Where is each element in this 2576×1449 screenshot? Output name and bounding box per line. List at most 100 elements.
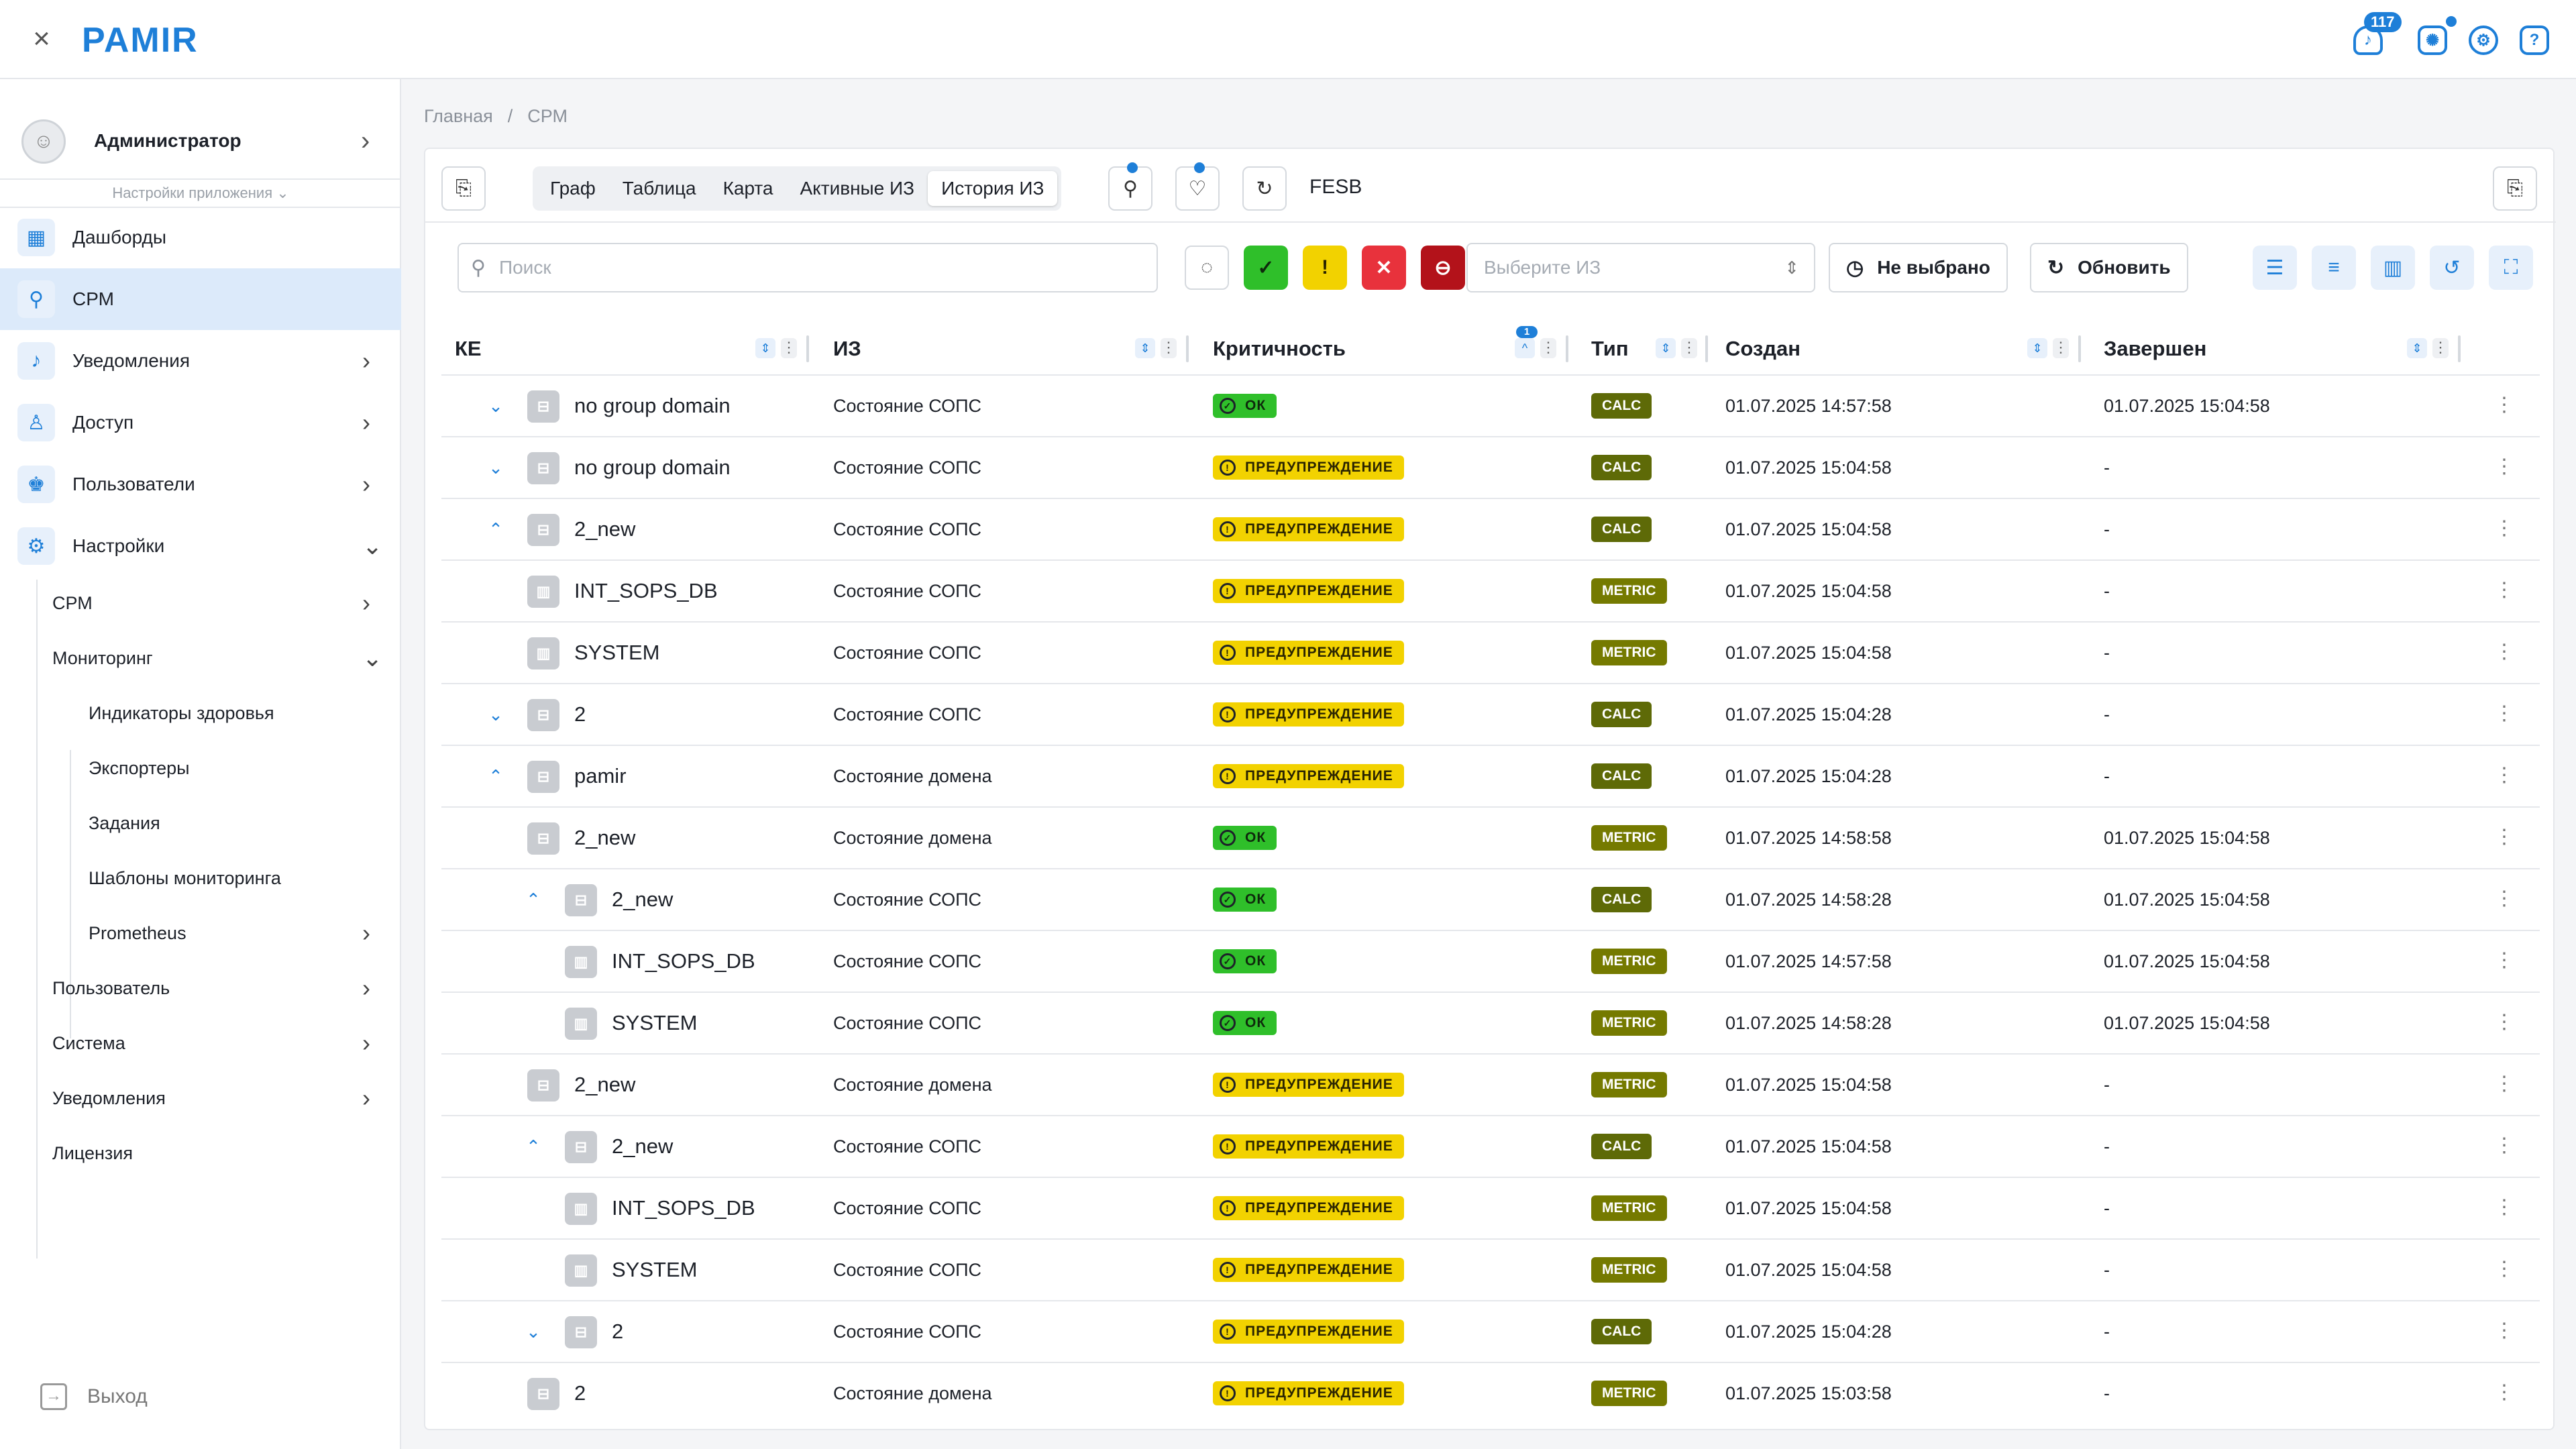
row-menu-icon[interactable]: ⋮ — [2494, 1134, 2514, 1157]
chevron-down-icon[interactable]: ⌄ — [526, 1322, 541, 1342]
filter-blocked-button[interactable]: ⊖ — [1421, 246, 1465, 290]
alarm-icon[interactable]: ✺ — [2418, 25, 2447, 55]
reset-button[interactable]: ↺ — [2430, 246, 2474, 290]
table-row[interactable]: ⌃ ⊟ 2_new Состояние СОПС! ПРЕДУПРЕЖДЕНИЕ CALC… — [441, 498, 2540, 559]
table-row[interactable]: ▥ INT_SOPS_DB Состояние СОПС! ПРЕДУПРЕЖДЕНИ… — [441, 559, 2540, 621]
table-row[interactable]: ⌃ ⊟ 2_new Состояние СОПС ✓ ОК CALC 01.07.2025 1… — [441, 868, 2540, 930]
chevron-up-icon[interactable]: ⌃ — [488, 766, 503, 786]
tab-map[interactable]: Карта — [722, 178, 773, 199]
filter-critical-button[interactable]: ✕ — [1362, 246, 1406, 290]
sidebar-item-users[interactable]: ♚ Пользователи › — [0, 453, 401, 515]
settings-sub-monitoring[interactable]: Мониторинг ⌄ — [52, 631, 401, 686]
fullscreen-button[interactable]: ⛶ — [2489, 246, 2533, 290]
settings-sub-license[interactable]: Лицензия — [52, 1126, 401, 1181]
filter-none-button[interactable]: ◌ — [1185, 246, 1229, 290]
row-menu-icon[interactable]: ⋮ — [2494, 455, 2514, 478]
column-menu-icon[interactable]: ⋮ — [1681, 338, 1697, 358]
column-header-ke[interactable]: КЕ — [455, 323, 482, 374]
column-resize-handle[interactable] — [1566, 335, 1568, 362]
settings-sub-user[interactable]: Пользователь › — [52, 961, 401, 1016]
search-input[interactable] — [498, 257, 1130, 278]
monitoring-tasks[interactable]: Задания — [89, 796, 401, 851]
columns-button[interactable]: ▥ — [2371, 246, 2415, 290]
logout-button[interactable]: → Выход — [40, 1383, 148, 1410]
chevron-up-icon[interactable]: ⌃ — [488, 519, 503, 539]
row-menu-icon[interactable]: ⋮ — [2494, 1320, 2514, 1342]
reload-button[interactable]: ↻ — [1242, 166, 1287, 211]
row-menu-icon[interactable]: ⋮ — [2494, 641, 2514, 663]
search-saved-button[interactable]: ♡ — [1175, 166, 1220, 211]
row-menu-icon[interactable]: ⋮ — [2494, 394, 2514, 416]
sort-asc-icon[interactable]: ^ — [1515, 338, 1535, 358]
table-row[interactable]: ⌄ ⊟ no group domain Состояние СОПС! ПРЕДУПРЕ… — [441, 436, 2540, 498]
sort-icon[interactable]: ⇕ — [1656, 338, 1676, 358]
row-menu-icon[interactable]: ⋮ — [2494, 949, 2514, 971]
settings-sub-cpm[interactable]: СРМ › — [52, 576, 401, 631]
column-menu-icon[interactable]: ⋮ — [1161, 338, 1177, 358]
sidebar-item-notifications[interactable]: ♪ Уведомления › — [0, 330, 401, 392]
column-resize-handle[interactable] — [1186, 335, 1189, 362]
sort-icon[interactable]: ⇕ — [755, 338, 775, 358]
iz-select[interactable]: Выберите ИЗ ⇕ — [1466, 243, 1815, 292]
settings-sub-notifications[interactable]: Уведомления › — [52, 1071, 401, 1126]
close-icon[interactable]: × — [33, 22, 50, 55]
tab-table[interactable]: Таблица — [622, 178, 696, 199]
table-row[interactable]: ⌄ ⊟ 2 Состояние СОПС! ПРЕДУПРЕЖДЕНИЕ CALC 01.0… — [441, 683, 2540, 745]
row-menu-icon[interactable]: ⋮ — [2494, 579, 2514, 601]
sort-icon[interactable]: ⇕ — [2407, 338, 2427, 358]
sort-icon[interactable]: ⇕ — [1135, 338, 1155, 358]
column-header-criticality[interactable]: Критичность — [1213, 323, 1346, 374]
monitoring-templates[interactable]: Шаблоны мониторинга — [89, 851, 401, 906]
search-button[interactable]: ⚲ — [1108, 166, 1152, 211]
app-settings-toggle[interactable]: Настройки приложения ⌄ — [0, 178, 401, 208]
table-row[interactable]: ▥ SYSTEM Состояние СОПС ✓ ОК METRIC 01.07.2025… — [441, 991, 2540, 1053]
chevron-up-icon[interactable]: ⌃ — [526, 890, 541, 910]
column-menu-icon[interactable]: ⋮ — [1540, 338, 1556, 358]
row-menu-icon[interactable]: ⋮ — [2494, 1258, 2514, 1280]
filter-warning-button[interactable]: ! — [1303, 246, 1347, 290]
sidebar-item-settings[interactable]: ⚙ Настройки ⌄ — [0, 515, 401, 577]
sort-icon[interactable]: ⇕ — [2027, 338, 2047, 358]
table-row[interactable]: ▥ INT_SOPS_DB Состояние СОПС ✓ ОК METRIC 01.07… — [441, 930, 2540, 991]
monitoring-health-indicators[interactable]: Индикаторы здоровья — [89, 686, 401, 741]
column-header-created[interactable]: Создан — [1725, 323, 1801, 374]
column-header-iz[interactable]: ИЗ — [833, 323, 861, 374]
table-row[interactable]: ⊟ 2_new Состояние домена! ПРЕДУПРЕЖДЕНИЕ MET… — [441, 1053, 2540, 1115]
row-menu-icon[interactable]: ⋮ — [2494, 888, 2514, 910]
row-menu-icon[interactable]: ⋮ — [2494, 702, 2514, 724]
tab-history-iz[interactable]: История ИЗ — [928, 171, 1058, 206]
user-profile[interactable]: ☺ Администратор › — [0, 99, 401, 180]
tab-active-iz[interactable]: Активные ИЗ — [800, 178, 915, 199]
time-filter-button[interactable]: ◷ Не выбрано — [1829, 243, 2008, 292]
row-menu-icon[interactable]: ⋮ — [2494, 1196, 2514, 1218]
table-row[interactable]: ⌃ ⊟ pamir Состояние домена! ПРЕДУПРЕЖДЕНИЕ CA… — [441, 745, 2540, 806]
row-menu-icon[interactable]: ⋮ — [2494, 1381, 2514, 1403]
column-resize-handle[interactable] — [806, 335, 809, 362]
column-header-finished[interactable]: Завершен — [2104, 323, 2206, 374]
table-row[interactable]: ⊟ 2_new Состояние домена ✓ ОК METRIC 01.07.202… — [441, 806, 2540, 868]
chevron-up-icon[interactable]: ⌃ — [526, 1136, 541, 1157]
row-density-button[interactable]: ☰ — [2253, 246, 2297, 290]
table-row[interactable]: ⌃ ⊟ 2_new Состояние СОПС! ПРЕДУПРЕЖДЕНИЕ CALC… — [441, 1115, 2540, 1177]
tab-graph[interactable]: Граф — [550, 178, 596, 199]
column-resize-handle[interactable] — [2078, 335, 2081, 362]
help-icon[interactable]: ? — [2520, 25, 2549, 55]
breadcrumb-home[interactable]: Главная — [424, 106, 493, 126]
settings-sub-system[interactable]: Система › — [52, 1016, 401, 1071]
column-resize-handle[interactable] — [1705, 335, 1708, 362]
gear-icon[interactable]: ⚙ — [2469, 25, 2498, 55]
table-row[interactable]: ▥ SYSTEM Состояние СОПС! ПРЕДУПРЕЖДЕНИЕ METR… — [441, 1238, 2540, 1300]
row-menu-icon[interactable]: ⋮ — [2494, 826, 2514, 848]
chevron-down-icon[interactable]: ⌄ — [488, 458, 503, 478]
row-menu-icon[interactable]: ⋮ — [2494, 517, 2514, 539]
filter-ok-button[interactable]: ✓ — [1244, 246, 1288, 290]
table-row[interactable]: ⊟ 2 Состояние домена! ПРЕДУПРЕЖДЕНИЕ METRIC 0… — [441, 1362, 2540, 1424]
export-button[interactable]: ⎘ — [441, 166, 486, 211]
column-menu-icon[interactable]: ⋮ — [2053, 338, 2069, 358]
monitoring-exporters[interactable]: Экспортеры — [89, 741, 401, 796]
column-menu-icon[interactable]: ⋮ — [781, 338, 797, 358]
row-menu-icon[interactable]: ⋮ — [2494, 764, 2514, 786]
table-row[interactable]: ⌄ ⊟ 2 Состояние СОПС! ПРЕДУПРЕЖДЕНИЕ CALC 01.0… — [441, 1300, 2540, 1362]
column-menu-icon[interactable]: ⋮ — [2432, 338, 2449, 358]
chevron-down-icon[interactable]: ⌄ — [488, 396, 503, 416]
